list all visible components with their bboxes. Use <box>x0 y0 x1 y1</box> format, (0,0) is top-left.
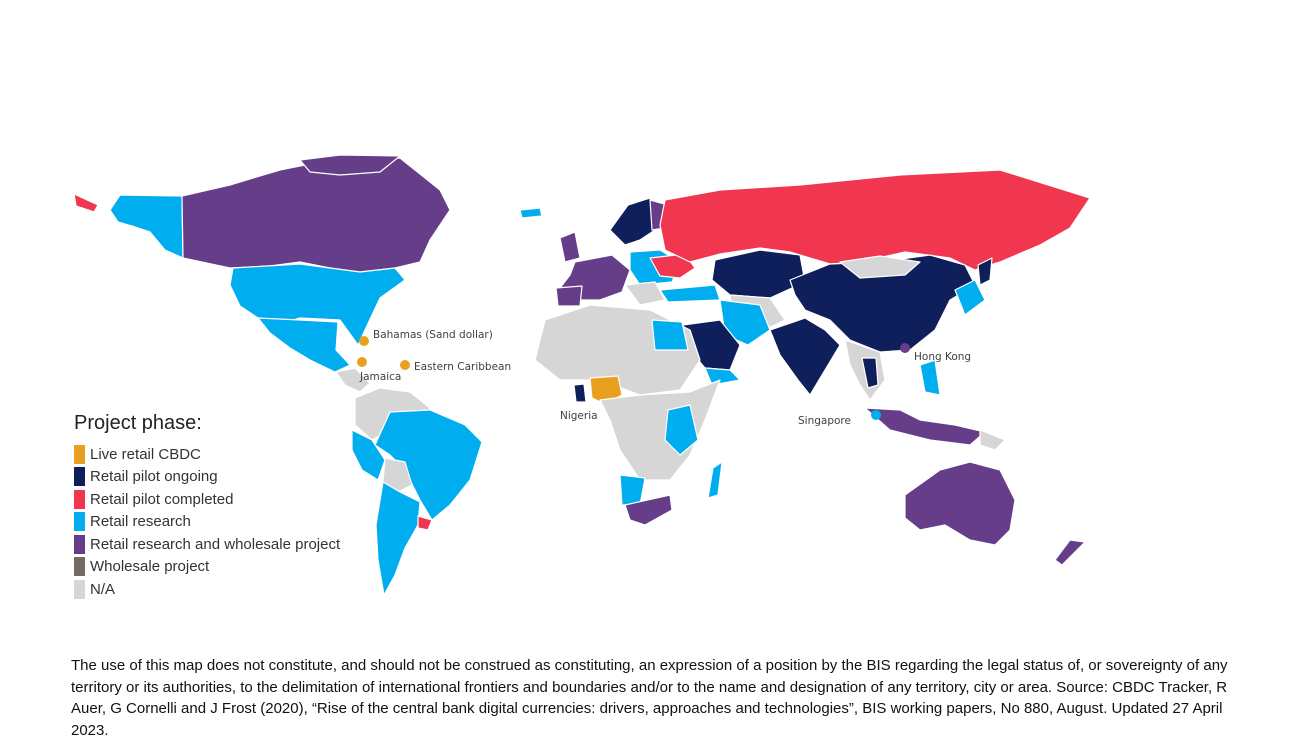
hong-kong-label: Hong Kong <box>914 351 971 363</box>
legend-label: Retail research and wholesale project <box>90 535 341 553</box>
hong-kong-marker <box>900 343 910 353</box>
legend-label: Retail research <box>90 513 191 531</box>
legend-label: Wholesale project <box>90 558 210 576</box>
usa-region <box>229 263 406 346</box>
eastern-caribbean-label: Eastern Caribbean <box>414 361 511 373</box>
thailand-region <box>861 357 879 389</box>
bahamas-marker <box>359 336 369 346</box>
legend-items: Live retail CBDC Retail pilot ongoing Reta… <box>74 443 340 601</box>
ghana-region <box>573 383 587 403</box>
brazil-region <box>374 409 483 521</box>
legend-label: Retail pilot ongoing <box>90 468 218 486</box>
india-region <box>769 317 841 396</box>
jamaica-marker <box>357 357 367 367</box>
jamaica-label: Jamaica <box>359 371 401 383</box>
legend-swatch <box>74 534 85 554</box>
legend-swatch <box>74 489 85 509</box>
balkans-region <box>624 281 666 306</box>
argentina-region <box>375 481 421 596</box>
japan-region <box>977 257 993 286</box>
legend-item: Retail pilot completed <box>74 488 340 511</box>
disclaimer-footer: The use of this map does not constitute,… <box>71 657 1228 739</box>
legend-swatch <box>74 579 85 599</box>
central-america-region <box>335 367 371 393</box>
kazakhstan-region <box>711 249 806 299</box>
bahamas-label: Bahamas (Sand dollar) <box>373 329 493 341</box>
legend-swatch <box>74 557 85 577</box>
legend-swatch <box>74 467 85 487</box>
canada-islands-region <box>299 154 401 176</box>
legend-label: Retail pilot completed <box>90 490 234 508</box>
legend-item: Retail pilot ongoing <box>74 466 340 489</box>
singapore-label: Singapore <box>798 415 851 427</box>
indonesia-region <box>864 407 986 446</box>
korea-japan-region <box>954 279 986 316</box>
legend-item: Retail research and wholesale project <box>74 533 340 556</box>
mongolia-region <box>839 255 921 279</box>
legend-swatch <box>74 512 85 532</box>
andes-region <box>351 429 386 481</box>
bolivia-region <box>382 457 413 493</box>
iberia-region <box>555 285 583 307</box>
gulf-region <box>704 367 741 386</box>
alaska-tip-region <box>73 193 99 213</box>
new-zealand-region <box>1054 539 1086 566</box>
legend-item: N/A <box>74 578 340 601</box>
southern-africa-region <box>619 474 646 506</box>
map-legend: Project phase: Live retail CBDC Retail pi… <box>74 412 340 601</box>
png-region <box>979 429 1006 451</box>
uk-region <box>559 231 581 263</box>
russia-region <box>659 169 1091 271</box>
iceland-region <box>519 207 543 219</box>
world-map: Bahamas (Sand dollar) Jamaica Eastern Ca… <box>73 154 1091 596</box>
legend-item: Retail research <box>74 511 340 534</box>
madagascar-region <box>707 461 723 499</box>
legend-title: Project phase: <box>74 412 202 434</box>
legend-item: Wholesale project <box>74 556 340 579</box>
turkey-region <box>659 284 721 303</box>
egypt-region <box>651 319 689 351</box>
nigeria-label: Nigeria <box>560 410 598 422</box>
legend-label: Live retail CBDC <box>90 445 201 463</box>
legend-swatch <box>74 444 85 464</box>
philippines-region <box>919 359 941 396</box>
eastern-caribbean-marker <box>400 360 410 370</box>
south-africa-region <box>624 494 673 526</box>
uruguay-region <box>417 515 433 531</box>
legend-item: Live retail CBDC <box>74 443 340 466</box>
alaska-region <box>109 194 184 259</box>
scandinavia-region <box>609 197 656 246</box>
legend-label: N/A <box>90 580 116 598</box>
east-africa-region <box>664 404 699 456</box>
mexico-region <box>257 317 351 373</box>
australia-region <box>904 461 1016 546</box>
singapore-marker <box>871 410 881 420</box>
